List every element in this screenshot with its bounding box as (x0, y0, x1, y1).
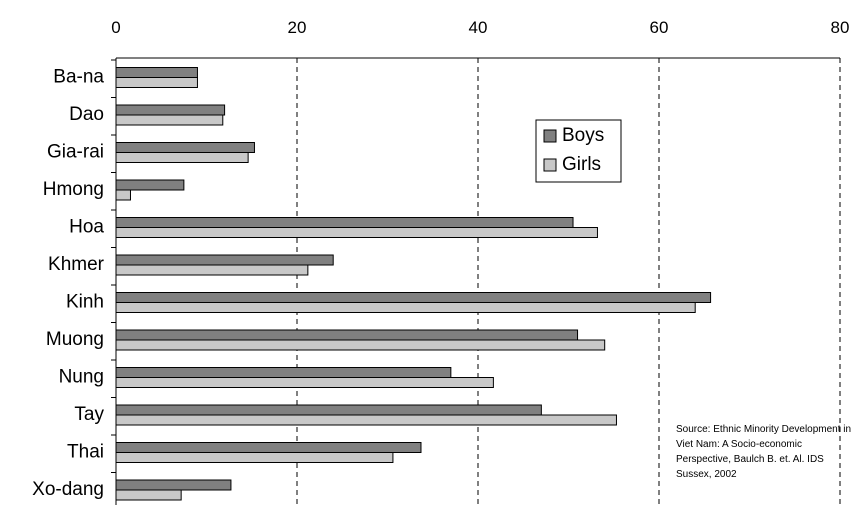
bar-girls (115, 339, 606, 351)
category-label: Gia-rai (47, 142, 104, 163)
bar-boys (115, 104, 226, 116)
bar-girls (115, 114, 224, 126)
x-tick-label: 80 (831, 18, 850, 37)
bar-boys (115, 479, 232, 491)
category-label: Nung (59, 367, 104, 388)
bar-girls (115, 189, 131, 201)
x-tick-label: 20 (288, 18, 307, 37)
bar-boys (115, 217, 574, 228)
bar-girls (115, 377, 494, 388)
category-label: Thai (67, 442, 104, 463)
bar-boys (115, 67, 198, 78)
bar-girls (115, 302, 696, 313)
category-label: Khmer (48, 254, 105, 275)
source-note: Source: Ethnic Minority Development in V… (676, 424, 852, 480)
x-tick-label: 0 (111, 18, 120, 37)
bar-boys (115, 442, 422, 453)
legend-swatch-boys (543, 129, 557, 143)
category-label: Kinh (66, 292, 104, 313)
bar-girls (115, 77, 198, 88)
bar-girls (115, 489, 182, 501)
bar-boys (115, 404, 542, 416)
category-label: Muong (46, 329, 104, 350)
bar-boys (115, 254, 334, 266)
bar-boys (115, 142, 255, 153)
bar-girls (115, 227, 598, 238)
bar-boys (115, 329, 579, 341)
category-label: Xo-dang (32, 479, 104, 500)
category-label: Ba-na (53, 67, 104, 88)
bar-girls (115, 264, 309, 276)
category-label: Hoa (69, 217, 104, 238)
category-label: Dao (69, 104, 104, 125)
bar-girls (115, 452, 394, 463)
bar-girls (115, 414, 617, 426)
category-label: Tay (74, 404, 104, 425)
bar-boys (115, 367, 452, 378)
bar-boys (115, 292, 712, 303)
legend-swatch-girls (543, 158, 557, 172)
legend-label-girls: Girls (562, 154, 601, 175)
bar-girls (115, 152, 249, 163)
legend-label-boys: Boys (562, 125, 604, 146)
x-tick-label: 60 (650, 18, 669, 37)
bar-boys (115, 179, 185, 191)
x-tick-label: 40 (469, 18, 488, 37)
category-label: Hmong (43, 179, 104, 200)
